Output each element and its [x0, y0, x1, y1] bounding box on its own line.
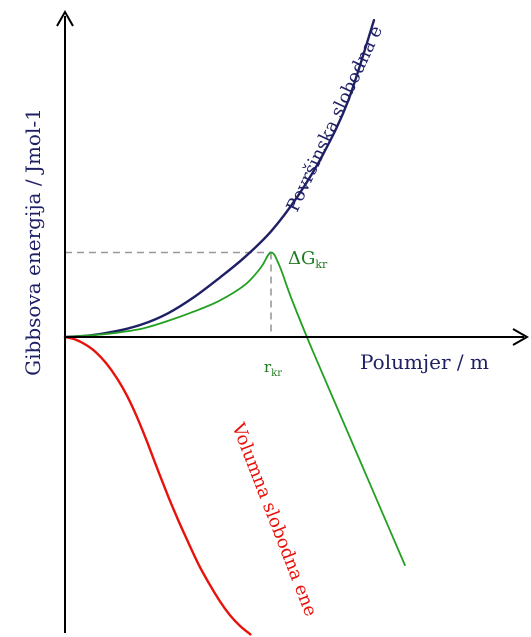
y-axis-label: Gibbsova energija / Jmol-1	[21, 108, 45, 376]
series-line-total-energy	[64, 251, 406, 566]
critical-r-label: rkr	[264, 358, 282, 379]
y-axis-arrow-icon	[56, 9, 74, 27]
x-axis-label: Polumjer / m	[360, 350, 489, 374]
series-line-surface-energy	[63, 18, 376, 339]
series-label-surface-energy: Površinska slobodna energija	[0, 0, 387, 215]
series-label-volume-energy: Volumna slobodna energija	[0, 0, 321, 619]
critical-g-label: ΔGkr	[288, 248, 328, 271]
x-axis-arrow-icon	[512, 328, 530, 346]
series-line-volume-energy	[63, 335, 252, 636]
